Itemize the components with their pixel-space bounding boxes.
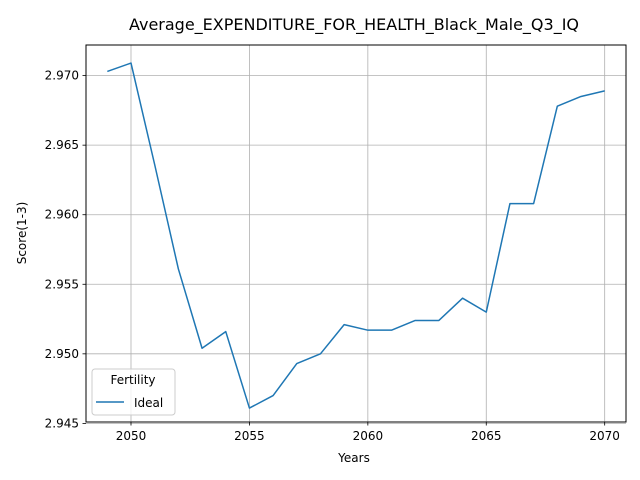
y-tick-label: 2.965: [45, 138, 79, 152]
legend-label-ideal: Ideal: [134, 396, 163, 410]
axis-ticks: 2050 2055 2060 2065 2070 2.945 2.950 2.955 2.960…: [45, 69, 620, 443]
y-tick-label: 2.955: [45, 277, 79, 291]
series-group: [107, 62, 605, 409]
legend: Fertility Ideal: [91, 368, 176, 416]
series-line-ideal: [107, 62, 605, 409]
chart-title: Average_EXPENDITURE_FOR_HEALTH_Black_Mal…: [129, 15, 579, 35]
y-tick-label: 2.945: [45, 416, 79, 430]
y-tick-label: 2.960: [45, 208, 79, 222]
y-axis-label: Score(1-3): [15, 202, 29, 265]
y-tick-label: 2.950: [45, 347, 79, 361]
x-tick-label: 2055: [234, 429, 265, 443]
y-tick-label: 2.970: [45, 69, 79, 83]
x-axis-label: Years: [337, 451, 370, 465]
plot-frame: [85, 44, 627, 423]
legend-title: Fertility: [110, 373, 155, 387]
x-tick-label: 2070: [589, 429, 620, 443]
grid: [86, 45, 626, 424]
x-tick-label: 2050: [116, 429, 147, 443]
legend-box: [91, 368, 176, 416]
x-tick-label: 2065: [471, 429, 502, 443]
x-tick-label: 2060: [353, 429, 384, 443]
